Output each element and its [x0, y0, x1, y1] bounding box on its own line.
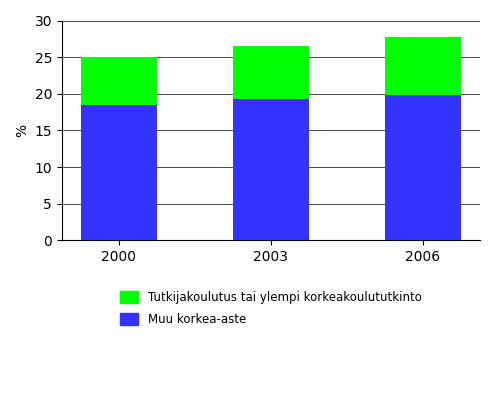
Bar — [81, 105, 157, 240]
Legend: Tutkijakoulutus tai ylempi korkeakoulututkinto, Muu korkea-aste: Tutkijakoulutus tai ylempi korkeakoulutu… — [116, 286, 426, 331]
Bar — [385, 37, 461, 95]
Bar — [81, 57, 157, 105]
Bar — [233, 46, 309, 99]
Bar — [233, 99, 309, 240]
Bar — [385, 95, 461, 240]
Y-axis label: %: % — [15, 124, 29, 137]
